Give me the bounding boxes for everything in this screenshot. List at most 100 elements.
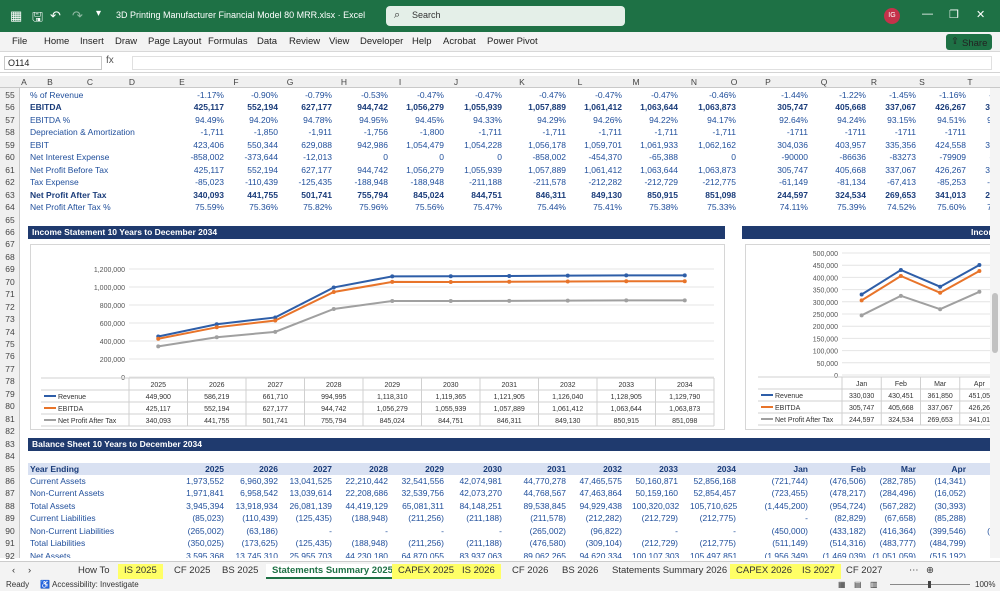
tab-acrobat[interactable]: Acrobat [443,36,476,47]
year-header[interactable]: 2026 [259,463,278,474]
cell-value[interactable]: -0.47% [651,90,678,100]
cell-value[interactable]: -212,775 [702,177,736,188]
cell-value[interactable]: - [733,525,736,536]
cell-value[interactable]: 1,061,412 [584,164,622,175]
row-label[interactable]: Non-Current Assets [30,488,105,499]
cell-value[interactable]: -858,002 [532,152,566,163]
cell-value[interactable]: - [499,525,502,536]
column-header-p[interactable]: P [765,77,771,87]
cell-value[interactable]: (211,256) [408,513,444,524]
cell-value[interactable]: (85,023) [192,513,224,524]
sheet-tab[interactable]: BS 2025 [222,565,259,576]
cell-value[interactable]: 75.33% [707,202,736,213]
cell-value[interactable]: (211,256) [408,538,444,549]
cell-value[interactable]: -188,948 [410,177,444,188]
cell-value[interactable]: 0 [497,152,502,163]
row-label[interactable]: Net Profit After Tax [30,189,107,200]
cell-value[interactable]: -212,282 [588,177,622,188]
cell-value[interactable]: 94.24% [837,114,866,125]
cell-value[interactable]: 425,117 [193,102,224,113]
cell-value[interactable]: (110,439) [242,513,278,524]
sheet-tab[interactable]: CAPEX 2025 [392,564,460,579]
cell-value[interactable]: (433,182) [829,525,866,536]
row-header[interactable]: 74 [5,326,15,337]
cell-value[interactable]: 22,208,686 [345,488,388,499]
row-label[interactable]: Non-Current Liabilities [30,525,115,536]
cell-value[interactable]: -1.16% [939,90,966,100]
minimize-icon[interactable]: — [922,8,933,20]
row-header[interactable]: 73 [5,314,15,325]
cell-value[interactable]: 341,013 [935,189,966,200]
cell-value[interactable]: (212,729) [641,538,678,549]
cell-value[interactable]: 94.20% [249,114,278,125]
cell-value[interactable]: 42,074,981 [459,475,502,486]
cell-value[interactable]: -188,948 [354,177,388,188]
cell-value[interactable]: -125,435 [298,177,332,188]
cell-value[interactable]: (188,948) [351,538,388,549]
year-header[interactable]: 2031 [547,463,566,474]
cell-value[interactable]: 944,742 [357,164,388,175]
tab-data[interactable]: Data [257,36,278,47]
column-header-m[interactable]: M [632,77,640,87]
cell-value[interactable]: -0.47% [595,90,622,100]
row-header[interactable]: 63 [5,189,15,200]
row-header[interactable]: 82 [5,426,15,437]
cell-value[interactable]: -85,253 [937,177,966,188]
cell-value[interactable]: 94.26% [593,114,622,125]
cell-value[interactable]: -67,413 [887,177,916,188]
cell-value[interactable]: (514,316) [829,538,866,549]
cell-value[interactable]: 305,747 [777,164,808,175]
cell-value[interactable]: 89,062,265 [523,550,566,558]
cell-value[interactable]: 1,055,939 [464,102,502,113]
cell-value[interactable]: -61,149 [779,177,808,188]
cell-value[interactable]: -12,013 [303,152,332,163]
cell-value[interactable]: (125,435) [295,538,332,549]
cell-value[interactable]: 426,267 [935,164,966,175]
cell-value[interactable]: (67,658) [884,513,916,524]
search-box[interactable]: ⌕ Search [386,6,625,26]
row-header[interactable]: 78 [5,376,15,387]
row-header[interactable]: 85 [5,463,15,474]
row-header[interactable]: 83 [5,438,15,449]
row-header[interactable]: 76 [5,351,15,362]
cell-value[interactable]: -1,711 [654,127,678,138]
cell-value[interactable]: (265,002) [187,525,224,536]
month-header[interactable]: Apr [951,463,966,474]
cell-value[interactable]: 64,870,055 [401,550,444,558]
row-label[interactable]: Year Ending [30,463,80,474]
cell-value[interactable]: 337,067 [885,102,916,113]
cell-value[interactable]: 552,194 [247,102,278,113]
year-header[interactable]: 2025 [205,463,224,474]
column-header-h[interactable]: H [340,77,348,87]
cell-value[interactable]: 550,344 [247,139,278,150]
column-header-g[interactable]: G [286,77,294,87]
row-header[interactable]: 55 [5,90,15,100]
cell-value[interactable]: (85,288) [934,513,966,524]
cell-value[interactable]: 75.47% [473,202,502,213]
formula-input[interactable] [132,56,992,70]
row-header[interactable]: 72 [5,301,15,312]
cell-value[interactable]: 405,668 [835,102,866,113]
sheet-tab[interactable]: CF 2025 [174,565,211,576]
column-header-t[interactable]: T [967,77,973,87]
column-header-k[interactable]: K [519,77,525,87]
cell-value[interactable]: 75.36% [249,202,278,213]
cell-value[interactable]: 44,770,278 [523,475,566,486]
cell-value[interactable]: 105,497,851 [690,550,738,558]
sheet-tab[interactable]: Statements Summary 2026 [612,565,728,576]
tab-developer[interactable]: Developer [360,36,404,47]
cell-value[interactable]: 100,107,303 [632,550,680,558]
cell-value[interactable]: 32,539,756 [401,488,444,499]
cell-value[interactable]: (173,625) [241,538,278,549]
cell-value[interactable]: 75.38% [649,202,678,213]
row-header[interactable]: 70 [5,276,15,287]
cell-value[interactable]: 75.96% [359,202,388,213]
row-header[interactable]: 71 [5,289,15,300]
cell-value[interactable]: 1,055,939 [464,164,502,175]
cell-value[interactable]: 1,054,479 [406,139,444,150]
avatar[interactable]: IG [884,8,900,24]
sheet-tab[interactable]: IS 2027 [796,564,841,579]
save-icon[interactable]: 🖫 [32,9,44,24]
vertical-scrollbar[interactable] [990,88,1000,558]
cell-value[interactable]: 1,059,701 [584,139,622,150]
